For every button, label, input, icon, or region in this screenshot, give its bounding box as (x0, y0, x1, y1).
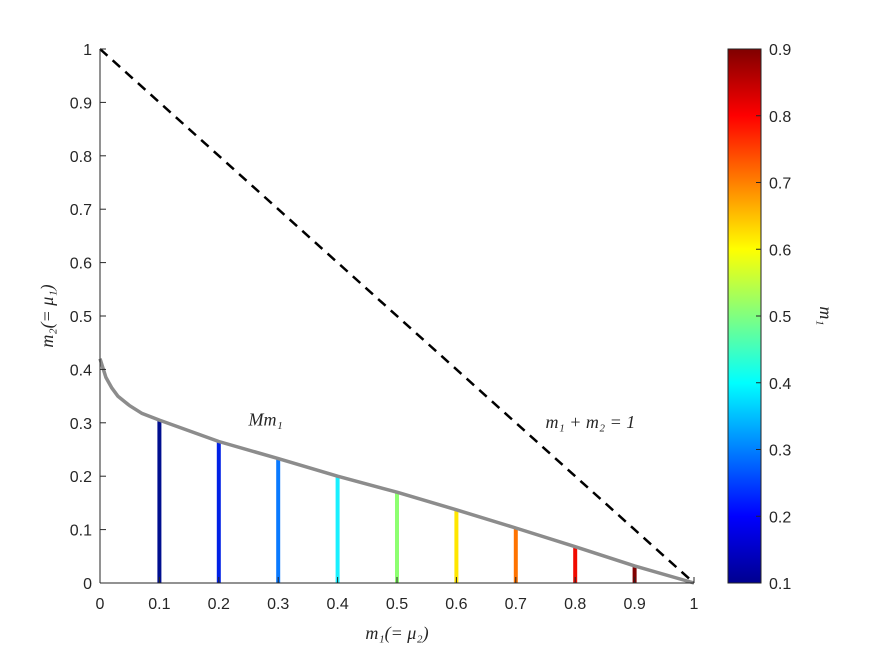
y-tick-label: 0.7 (70, 202, 92, 219)
y-tick-label: 0 (83, 576, 92, 593)
colorbar-gradient (727, 48, 762, 584)
colorbar-tick-label: 0.5 (769, 309, 791, 326)
x-tick-label: 0.9 (623, 596, 645, 613)
y-axis-label: m₂(= μ₁) (37, 284, 58, 347)
y-tick-label: 0.2 (70, 469, 92, 486)
x-tick-label: 0.1 (148, 596, 170, 613)
colorbar-tick-label: 0.9 (769, 42, 791, 59)
x-tick-label: 0.6 (445, 596, 467, 613)
axes: 0 0.1 0.2 0.3 0.4 0.5 0.6 0.7 0.8 0.9 1 0 0.1 0.2 0.3 0… (70, 42, 699, 613)
curve-M-m1 (98, 358, 695, 585)
y-tick-label: 0.1 (70, 523, 92, 540)
curve-annotation: Mm₁ (248, 409, 283, 429)
y-tick-label: 0.9 (70, 95, 92, 112)
x-tick-label: 0.7 (505, 596, 527, 613)
x-tick-label: 0 (96, 596, 105, 613)
x-tick-label: 0.2 (208, 596, 230, 613)
colorbar-tick-label: 0.2 (769, 509, 791, 526)
x-tick-label: 0.8 (564, 596, 586, 613)
x-tick-label: 0.4 (326, 596, 348, 613)
colorbar-tick-label: 0.1 (769, 576, 791, 593)
y-tick-label: 0.6 (70, 256, 92, 273)
x-tick-label: 1 (690, 596, 699, 613)
y-tick-label: 0.3 (70, 416, 92, 433)
y-tick-label: 1 (83, 42, 92, 59)
boundary-line-dashed (99, 48, 695, 584)
x-tick-label: 0.5 (386, 596, 408, 613)
colorbar-label: m₁ (816, 306, 836, 325)
colorbar-tick-label: 0.6 (769, 242, 791, 259)
colorbar-tick-label: 0.4 (769, 376, 791, 393)
colorbar-tick-label: 0.3 (769, 443, 791, 460)
y-tick-label: 0.5 (70, 309, 92, 326)
y-tick-label: 0.8 (70, 149, 92, 166)
colorbar-tick-label: 0.7 (769, 176, 791, 193)
colorbar-tick-label: 0.8 (769, 109, 791, 126)
x-axis-label: m₁(= μ₂) (365, 623, 428, 644)
colorbar: 0.1 0.2 0.3 0.4 0.5 0.6 0.7 0.8 0.9 m₁ (727, 42, 836, 593)
boundary-annotation: m₁ + m₂ = 1 (546, 412, 636, 432)
x-tick-label: 0.3 (267, 596, 289, 613)
labels: m₁(= μ₂) m₂(= μ₁) Mm₁ m₁ + m₂ = 1 (37, 284, 635, 644)
y-tick-label: 0.4 (70, 362, 92, 379)
plot-area (98, 48, 695, 585)
